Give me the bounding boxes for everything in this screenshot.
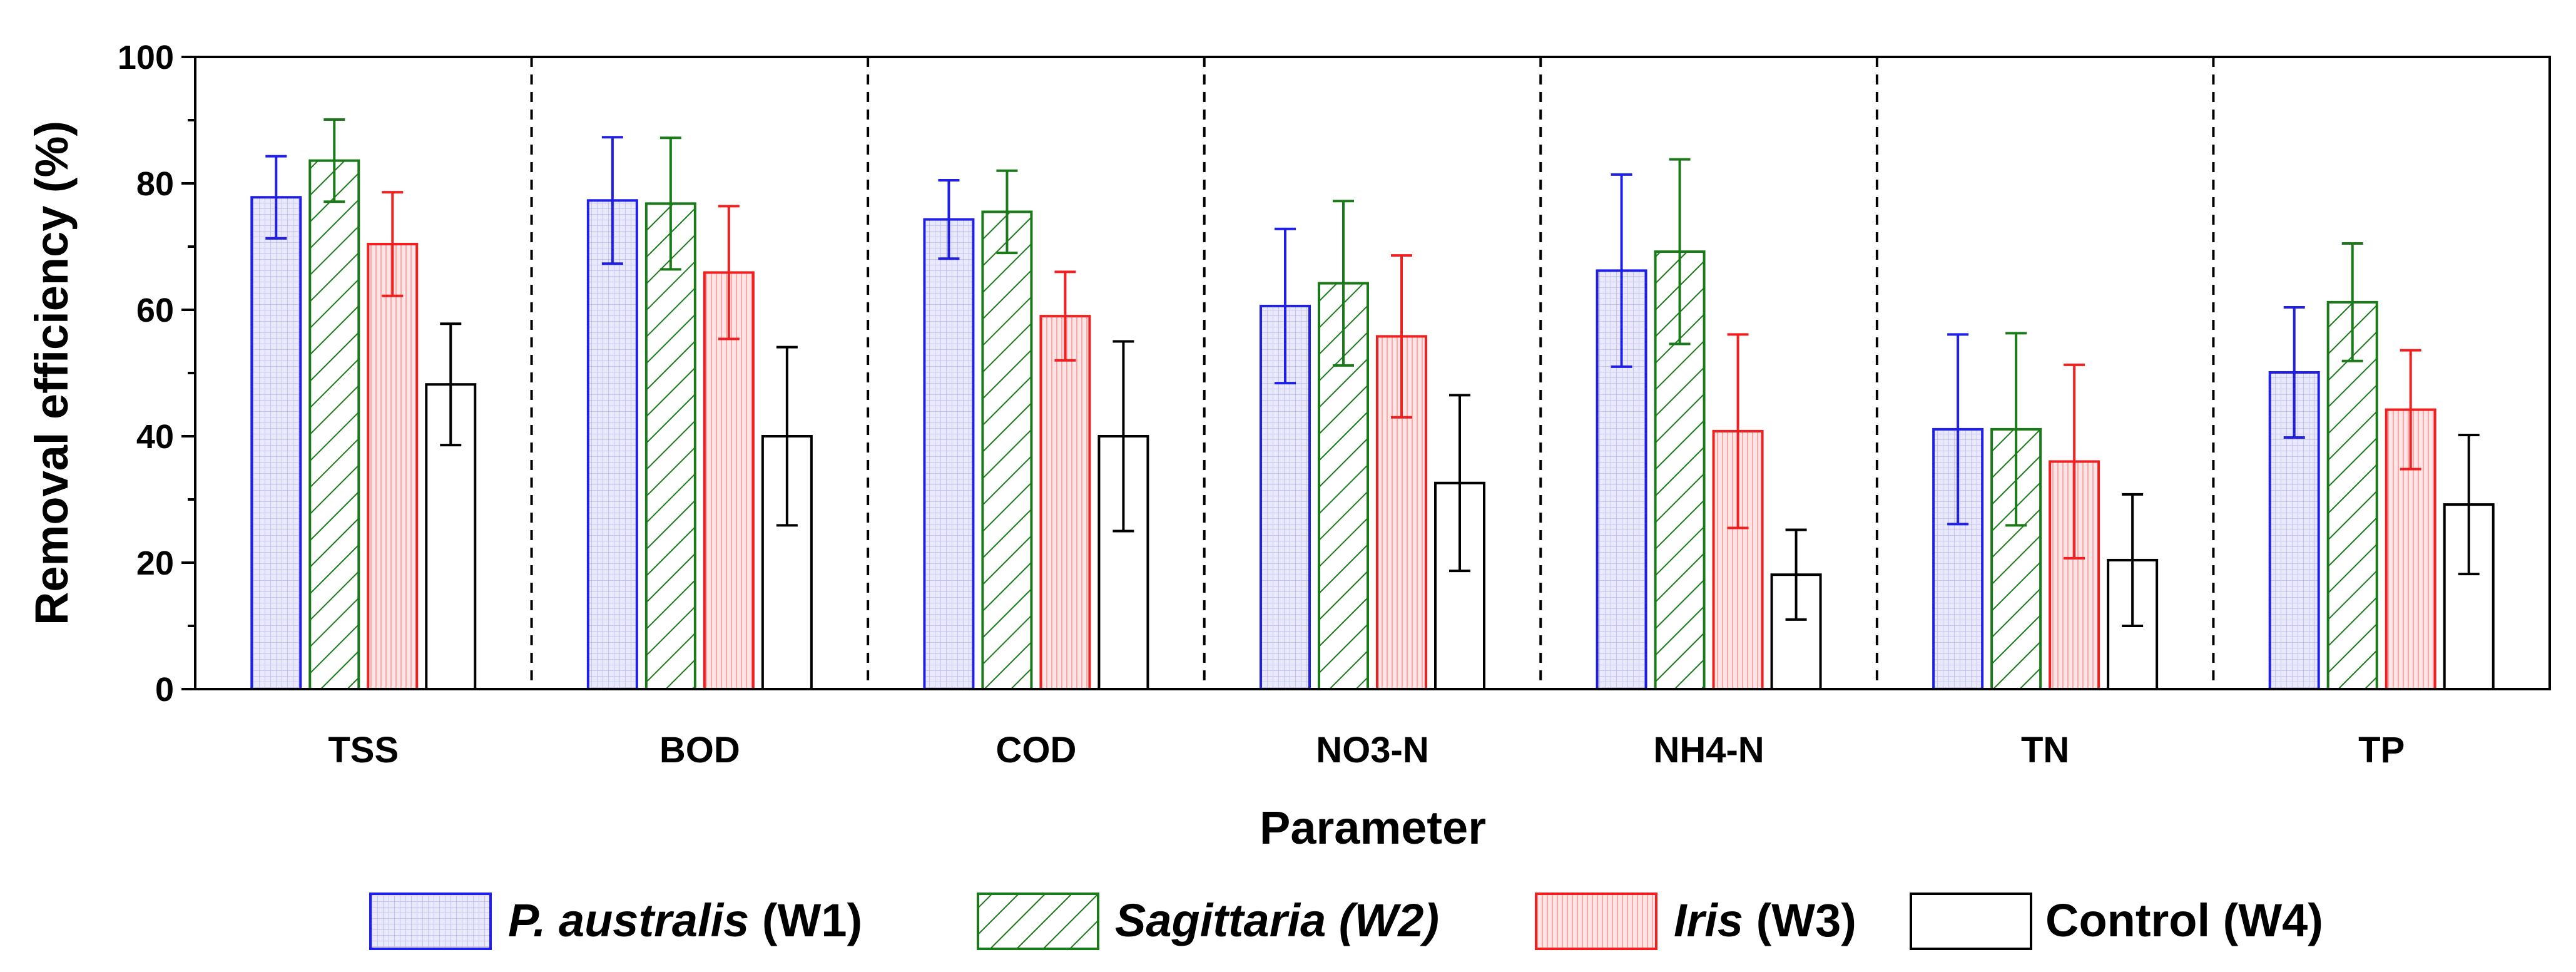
x-tick-label: TSS: [328, 730, 399, 770]
x-tick-label: TN: [2021, 730, 2069, 770]
y-tick-label: 100: [118, 39, 174, 76]
error-bar-TP-w2: [2341, 242, 2363, 362]
legend-label: Iris (W3): [1674, 894, 1856, 946]
error-bar-COD-w1: [938, 178, 960, 260]
bar-BOD-w1: [586, 199, 638, 690]
legend: P. australis (W1) Sagittaria (W2) Iris (W3…: [369, 893, 2323, 950]
bar-TSS-w1: [250, 196, 302, 691]
bar-COD-w3: [1039, 315, 1091, 691]
x-tick-label: NH4-N: [1653, 730, 1764, 770]
x-tick-label: NO3-N: [1316, 730, 1428, 770]
error-bar-NH4-N-w4: [1785, 528, 1807, 621]
legend-item-w1: P. australis (W1): [369, 893, 862, 950]
x-tick-label: TP: [2358, 730, 2405, 770]
y-tick-label: 40: [136, 418, 174, 456]
x-axis-title: Parameter: [1260, 802, 1486, 854]
legend-label: Sagittaria (W2): [1115, 894, 1439, 946]
bar-COD-w1: [923, 218, 975, 690]
x-axis: TSS BOD COD NO3-N NH4-N TN TP: [328, 730, 2405, 770]
error-bar-NH4-N-w3: [1727, 333, 1749, 529]
error-bar-BOD-w1: [601, 136, 623, 265]
error-bar-TN-w1: [1947, 333, 1969, 526]
legend-item-w2: Sagittaria (W2): [977, 893, 1439, 950]
legend-item-w4: Control (W4): [1910, 893, 2323, 950]
error-bar-COD-w3: [1054, 270, 1076, 362]
legend-swatch: [977, 893, 1099, 950]
error-bar-TN-w3: [2064, 363, 2085, 560]
y-tick-label: 20: [136, 545, 174, 582]
error-bar-COD-w2: [996, 169, 1018, 255]
plot-frame: [194, 56, 2551, 690]
error-bar-TSS-w2: [323, 118, 345, 203]
x-tick-label: BOD: [659, 730, 740, 770]
legend-swatch: [1535, 893, 1657, 950]
error-bar-TP-w3: [2400, 349, 2421, 471]
category-separators: [530, 57, 2215, 689]
error-bar-TSS-w1: [265, 155, 287, 240]
x-tick-label: COD: [995, 730, 1076, 770]
error-bar-TSS-w4: [440, 322, 462, 447]
legend-label: P. australis (W1): [508, 894, 862, 946]
y-tick-label: 80: [136, 165, 174, 203]
y-axis: 0 20 40 60 80 100: [118, 39, 195, 709]
y-tick-label: 60: [136, 292, 174, 329]
error-bar-NH4-N-w2: [1669, 158, 1691, 345]
error-bar-TSS-w3: [382, 191, 404, 297]
error-bar-TN-w4: [2122, 493, 2144, 627]
bar-TSS-w3: [367, 242, 419, 690]
bars: [250, 159, 2495, 691]
error-bar-TP-w4: [2458, 433, 2480, 576]
bar-COD-w2: [981, 210, 1033, 690]
error-bar-BOD-w3: [718, 205, 740, 340]
error-bar-COD-w4: [1112, 340, 1134, 533]
error-bar-BOD-w4: [776, 345, 798, 527]
y-axis-title: Removal efficiency (%): [26, 121, 78, 625]
legend-swatch: [369, 893, 492, 950]
error-bar-NH4-N-w1: [1611, 173, 1632, 368]
error-bar-TN-w2: [2005, 332, 2027, 527]
error-bar-NO3-N-w1: [1275, 227, 1296, 385]
error-bar-NO3-N-w4: [1449, 394, 1470, 573]
legend-swatch: [1910, 893, 2032, 950]
error-bars: [265, 118, 2480, 627]
error-bar-TP-w1: [2283, 305, 2305, 439]
y-tick-label: 0: [155, 671, 174, 709]
bar-TSS-w2: [308, 159, 360, 690]
bar-BOD-w2: [644, 202, 696, 690]
error-bar-NO3-N-w3: [1391, 254, 1412, 419]
bar-BOD-w3: [703, 271, 755, 691]
error-bar-BOD-w2: [659, 136, 681, 271]
error-bar-NO3-N-w2: [1333, 200, 1354, 367]
legend-item-w3: Iris (W3): [1535, 893, 1856, 950]
legend-label: Control (W4): [2045, 894, 2323, 946]
